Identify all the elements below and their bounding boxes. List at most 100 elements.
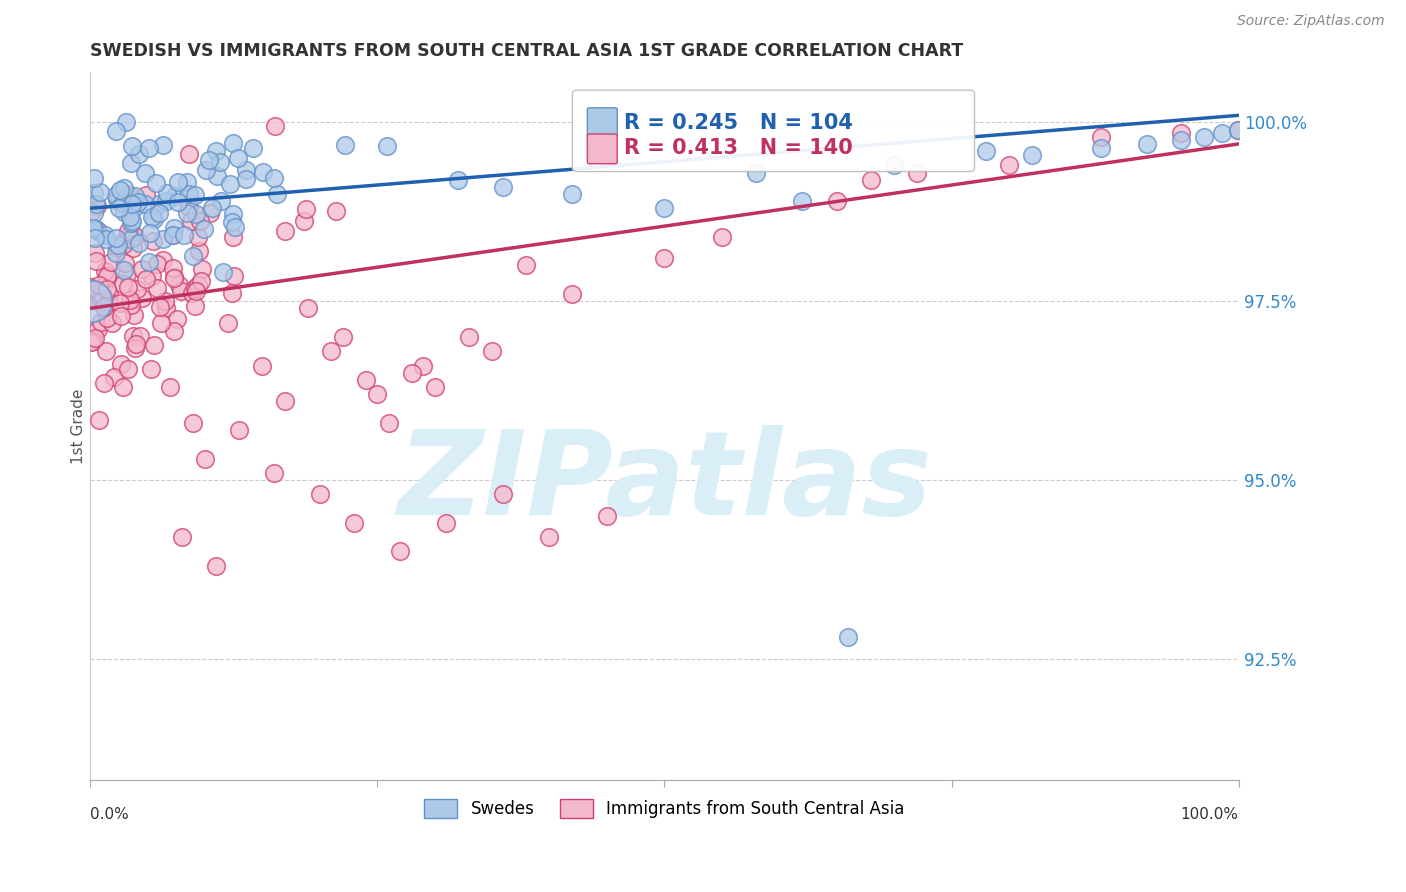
Point <box>152 232 174 246</box>
Point <box>117 223 139 237</box>
Point <box>221 229 243 244</box>
Point <box>193 222 215 236</box>
Point <box>242 141 264 155</box>
Point <box>82 221 104 235</box>
Point <box>82 334 104 349</box>
Point <box>146 257 169 271</box>
Point <box>1170 126 1192 140</box>
Point <box>434 516 457 530</box>
Text: 0.0%: 0.0% <box>90 807 128 822</box>
Point <box>104 231 127 245</box>
Point <box>120 232 142 246</box>
Point <box>105 188 128 202</box>
FancyBboxPatch shape <box>588 108 617 137</box>
Point <box>114 205 136 219</box>
Point <box>252 164 274 178</box>
Point <box>710 230 733 244</box>
Point <box>118 293 141 307</box>
Point <box>108 194 131 208</box>
Point <box>141 211 163 225</box>
Point <box>107 237 129 252</box>
Point <box>127 195 149 210</box>
Point <box>87 413 110 427</box>
Point <box>218 178 240 192</box>
Point <box>94 264 117 278</box>
Point <box>129 328 152 343</box>
Point <box>115 267 138 281</box>
Point <box>104 246 127 260</box>
Point <box>250 359 273 373</box>
Point <box>97 287 120 301</box>
Point <box>156 186 179 201</box>
Point <box>1090 129 1112 144</box>
Point <box>117 362 139 376</box>
Point <box>446 172 468 186</box>
Point <box>561 287 583 301</box>
Point <box>84 254 107 268</box>
Point <box>222 207 245 221</box>
Text: ZIPatlas: ZIPatlas <box>396 425 932 541</box>
Point <box>93 376 115 390</box>
Point <box>212 264 235 278</box>
Point <box>180 214 202 228</box>
Point <box>162 228 184 243</box>
Point <box>222 269 245 284</box>
Point <box>128 147 150 161</box>
Point <box>169 277 191 292</box>
Point <box>209 154 232 169</box>
Point <box>201 202 224 216</box>
Point <box>103 370 125 384</box>
Text: R = 0.413   N = 140: R = 0.413 N = 140 <box>624 138 853 158</box>
Point <box>89 290 111 304</box>
Point <box>222 136 245 150</box>
Point <box>224 219 246 234</box>
Point <box>83 186 105 200</box>
Point <box>122 329 145 343</box>
Point <box>117 280 139 294</box>
Point <box>266 187 288 202</box>
Point <box>198 153 221 167</box>
Point <box>112 380 135 394</box>
Point <box>292 214 315 228</box>
Point <box>274 394 297 409</box>
Point <box>145 176 167 190</box>
Point <box>205 169 228 183</box>
Point <box>176 206 198 220</box>
Text: 100.0%: 100.0% <box>1181 807 1239 822</box>
Point <box>170 285 193 299</box>
Point <box>80 335 103 350</box>
Point <box>179 200 201 214</box>
Point <box>162 261 184 276</box>
Point <box>217 316 239 330</box>
Point <box>792 194 814 208</box>
Text: SWEDISH VS IMMIGRANTS FROM SOUTH CENTRAL ASIA 1ST GRADE CORRELATION CHART: SWEDISH VS IMMIGRANTS FROM SOUTH CENTRAL… <box>90 42 963 60</box>
Point <box>152 252 174 267</box>
Point <box>111 277 134 291</box>
Point <box>86 199 108 213</box>
Point <box>173 228 195 243</box>
Point <box>332 330 354 344</box>
Point <box>122 308 145 322</box>
Point <box>149 300 172 314</box>
Point <box>1021 147 1043 161</box>
Point <box>187 277 209 292</box>
Point <box>114 255 136 269</box>
Point <box>122 241 145 255</box>
Point <box>515 259 537 273</box>
Point <box>325 204 347 219</box>
Point <box>166 194 188 209</box>
Point <box>163 271 186 285</box>
Point <box>412 359 434 373</box>
Point <box>134 197 156 211</box>
Point <box>335 138 357 153</box>
Point <box>142 235 165 249</box>
Point <box>84 197 107 211</box>
Text: Source: ZipAtlas.com: Source: ZipAtlas.com <box>1237 14 1385 28</box>
Point <box>1211 126 1233 140</box>
Point <box>124 200 146 214</box>
Point <box>142 337 165 351</box>
Point <box>118 188 141 202</box>
Point <box>125 281 148 295</box>
Point <box>191 262 214 277</box>
Point <box>131 262 153 277</box>
